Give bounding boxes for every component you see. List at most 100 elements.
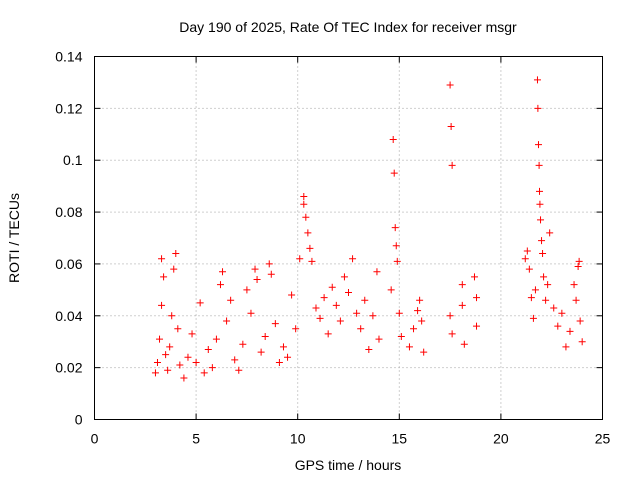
data-point — [345, 288, 352, 296]
data-point — [460, 340, 468, 348]
data-point — [405, 343, 413, 351]
data-point — [265, 260, 273, 268]
data-point — [164, 366, 172, 374]
data-point — [271, 320, 279, 328]
data-point — [540, 273, 548, 281]
data-point — [253, 275, 261, 283]
data-point — [570, 281, 578, 289]
data-point — [576, 317, 584, 325]
data-point — [174, 325, 182, 333]
data-point — [300, 200, 308, 208]
data-point — [446, 312, 454, 320]
data-point — [180, 374, 188, 382]
data-point — [448, 161, 456, 169]
data-point — [391, 224, 399, 232]
data-point — [153, 358, 161, 366]
data-point — [361, 296, 369, 304]
data-point — [473, 322, 481, 330]
data-point — [458, 301, 466, 309]
data-point — [257, 348, 265, 356]
data-point — [546, 229, 554, 237]
data-point — [340, 273, 348, 281]
data-point — [473, 294, 481, 302]
data-point — [188, 330, 196, 338]
data-point — [375, 335, 383, 343]
data-point — [304, 229, 312, 237]
y-tick-label: 0.12 — [55, 100, 82, 116]
data-point — [192, 358, 200, 366]
data-point — [235, 366, 243, 374]
data-point — [537, 216, 545, 224]
data-point — [369, 312, 377, 320]
data-point — [558, 309, 566, 317]
data-point — [324, 330, 332, 338]
data-point — [414, 307, 422, 315]
data-point — [204, 345, 212, 353]
data-point — [544, 281, 552, 289]
data-point — [216, 281, 224, 289]
data-point — [251, 265, 259, 273]
x-tick-label: 20 — [493, 431, 509, 447]
y-tick-label: 0 — [75, 412, 83, 428]
data-point — [320, 294, 328, 302]
data-point — [300, 193, 308, 201]
data-point — [158, 301, 166, 309]
data-point — [243, 286, 251, 294]
data-point — [172, 250, 180, 258]
data-point — [231, 356, 239, 364]
data-point — [447, 123, 455, 131]
data-point — [336, 317, 344, 325]
grid-lines — [94, 56, 603, 420]
data-point — [387, 286, 395, 294]
data-point — [525, 265, 533, 273]
x-tick-label: 5 — [192, 431, 200, 447]
data-point — [395, 309, 403, 317]
data-point — [156, 335, 164, 343]
data-point — [267, 270, 275, 278]
data-point — [227, 296, 235, 304]
plot-frame — [94, 56, 603, 420]
data-point — [539, 250, 547, 258]
data-point — [292, 325, 300, 333]
data-point — [296, 255, 304, 263]
data-point — [523, 247, 531, 255]
data-point — [162, 351, 170, 359]
data-point — [470, 273, 478, 281]
y-tick-label: 0.08 — [55, 204, 82, 220]
data-point — [365, 345, 373, 353]
data-point — [535, 161, 543, 169]
data-point — [151, 369, 159, 377]
data-points — [151, 76, 586, 382]
x-tick-label: 10 — [290, 431, 306, 447]
data-point — [349, 255, 357, 263]
data-point — [574, 263, 582, 271]
data-point — [527, 294, 535, 302]
data-point — [420, 348, 428, 356]
x-tick-label: 25 — [595, 431, 611, 447]
data-point — [578, 338, 586, 346]
chart-title: Day 190 of 2025, Rate Of TEC Index for r… — [179, 19, 517, 35]
data-point — [176, 361, 184, 369]
data-point — [536, 187, 544, 195]
data-point — [397, 333, 405, 341]
data-point — [393, 257, 401, 265]
x-axis-label: GPS time / hours — [295, 457, 402, 473]
data-point — [239, 340, 247, 348]
x-tick-label: 0 — [91, 431, 99, 447]
data-point — [572, 296, 580, 304]
data-point — [275, 358, 283, 366]
data-point — [166, 343, 174, 351]
data-point — [416, 296, 424, 304]
data-point — [284, 353, 292, 361]
data-point — [353, 309, 361, 317]
data-point — [212, 335, 220, 343]
data-point — [308, 257, 316, 265]
data-point — [357, 325, 365, 333]
data-point — [160, 273, 168, 281]
data-point — [328, 283, 336, 291]
data-point — [410, 325, 418, 333]
data-point — [219, 268, 227, 276]
data-point — [533, 76, 541, 84]
